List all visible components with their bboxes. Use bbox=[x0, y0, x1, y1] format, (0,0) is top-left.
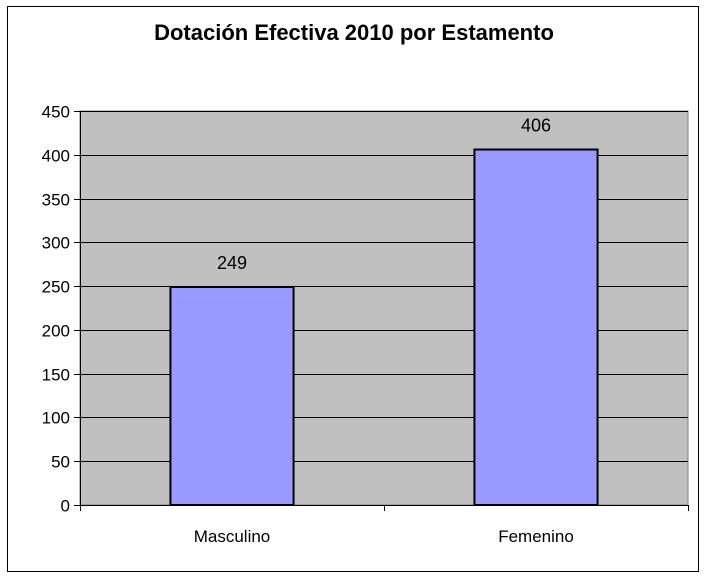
y-tick-label-350: 350 bbox=[42, 191, 70, 210]
y-tick-label-50: 50 bbox=[51, 453, 70, 472]
x-tick-label-femenino: Femenino bbox=[498, 527, 574, 546]
bars bbox=[169, 148, 599, 506]
bar-femenino bbox=[473, 148, 599, 506]
y-tick-label-0: 0 bbox=[61, 497, 70, 516]
data-label-femenino: 406 bbox=[521, 116, 551, 136]
data-labels: 249 406 bbox=[217, 116, 551, 273]
y-tick-label-250: 250 bbox=[42, 278, 70, 297]
y-tick-label-450: 450 bbox=[42, 103, 70, 122]
y-tick-label-300: 300 bbox=[42, 234, 70, 253]
y-tick-label-200: 200 bbox=[42, 322, 70, 341]
y-tick-label-400: 400 bbox=[42, 147, 70, 166]
x-tick-label-masculino: Masculino bbox=[194, 527, 271, 546]
data-label-masculino: 249 bbox=[217, 253, 247, 273]
x-axis-ticks: Masculino Femenino bbox=[80, 505, 689, 546]
chart-title: Dotación Efectiva 2010 por Estamento bbox=[154, 20, 554, 45]
y-tick-label-100: 100 bbox=[42, 409, 70, 428]
bar-masculino bbox=[169, 285, 295, 506]
y-axis-ticks: 0 50 100 150 200 250 300 350 400 450 bbox=[42, 103, 80, 516]
y-tick-label-150: 150 bbox=[42, 366, 70, 385]
